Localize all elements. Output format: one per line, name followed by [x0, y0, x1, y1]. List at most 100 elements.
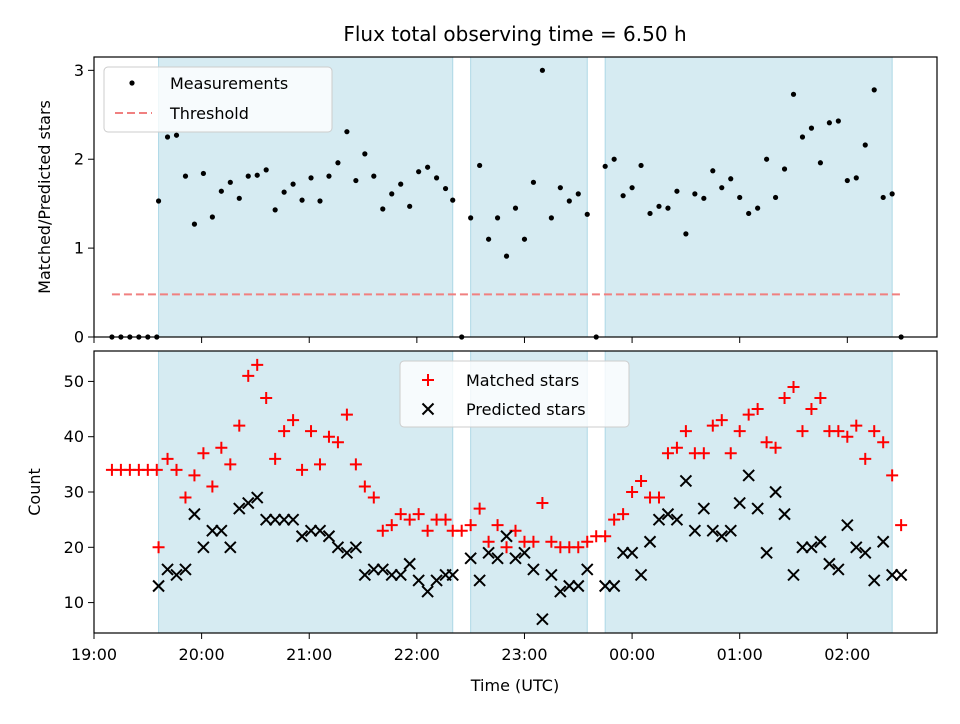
predicted-point	[841, 518, 854, 532]
matched-point	[652, 491, 665, 504]
matched-point	[340, 408, 353, 421]
predicted-point	[259, 513, 273, 526]
predicted-point	[197, 541, 210, 554]
matched-point	[706, 419, 719, 432]
x-tick-label: 02:00	[824, 645, 870, 664]
predicted-point	[742, 469, 755, 482]
measurement-point	[371, 173, 377, 179]
matched-point	[385, 519, 398, 532]
measurement-point	[191, 221, 198, 227]
measurement-point	[665, 205, 671, 211]
measurement-point	[416, 169, 422, 175]
measurement-point	[468, 215, 474, 221]
y-tick-label: 50	[64, 372, 84, 391]
predicted-point	[464, 552, 477, 565]
measurement-point	[584, 211, 590, 217]
measurement-point	[200, 170, 207, 177]
measurement-point	[862, 142, 868, 148]
y-tick-label: 30	[64, 483, 84, 502]
measurement-point	[889, 191, 895, 197]
matched-point	[877, 436, 890, 449]
predicted-point	[394, 568, 407, 582]
matched-point	[724, 447, 737, 460]
matched-point	[313, 458, 326, 471]
matched-point	[572, 541, 585, 554]
predicted-point	[430, 574, 443, 587]
predicted-point	[581, 563, 594, 576]
matched-point	[886, 469, 899, 482]
measurement-point	[781, 166, 788, 172]
measurement-point	[254, 172, 260, 178]
measurement-point	[530, 179, 537, 185]
y-tick-label: 10	[64, 593, 84, 612]
predicted-point	[367, 563, 381, 576]
matched-point	[455, 524, 468, 537]
matched-point	[188, 469, 201, 482]
legend-label-threshold: Threshold	[169, 104, 249, 123]
predicted-point	[769, 485, 782, 499]
measurement-point	[155, 198, 162, 204]
matched-point	[464, 519, 477, 532]
series-predicted-stars	[152, 469, 908, 626]
predicted-point	[349, 541, 363, 554]
matched-point	[305, 425, 318, 438]
matched-point	[661, 447, 674, 460]
measurement-point	[692, 191, 698, 197]
matched-point	[215, 441, 228, 454]
measurement-point	[629, 185, 635, 191]
measurement-point	[442, 185, 449, 192]
measurement-point	[362, 151, 368, 157]
matched-point	[805, 403, 818, 416]
predicted-point	[518, 546, 531, 560]
y-tick-label: 1	[74, 239, 84, 258]
predicted-point	[331, 541, 345, 554]
measurement-point	[728, 176, 734, 182]
measurement-point	[245, 173, 251, 179]
matched-point	[608, 513, 621, 526]
legend-marker-measurements	[129, 80, 135, 86]
matched-point	[715, 414, 728, 427]
matched-point	[482, 535, 495, 548]
matched-point	[412, 508, 425, 521]
measurement-point	[494, 215, 501, 221]
predicted-point	[286, 513, 300, 526]
y-tick-label: 0	[74, 328, 84, 347]
matched-point	[269, 452, 282, 465]
predicted-point	[295, 530, 309, 543]
predicted-point	[787, 568, 800, 582]
measurement-point	[548, 215, 554, 221]
ratio-panel: 0 1 2 3 Matched/Predicted stars Measurements T…	[35, 56, 938, 347]
measurement-point	[790, 91, 797, 97]
measurement-point	[656, 203, 662, 209]
predicted-point	[679, 474, 693, 488]
predicted-point	[607, 579, 621, 593]
measurement-point	[433, 175, 440, 181]
observing-window	[470, 56, 588, 338]
matched-point	[635, 474, 648, 487]
matched-point	[331, 436, 344, 449]
matched-point	[170, 463, 183, 476]
predicted-point	[385, 568, 398, 582]
measurement-point	[817, 160, 824, 166]
predicted-point	[376, 563, 389, 576]
matched-point	[421, 524, 434, 537]
matched-point	[242, 369, 255, 382]
measurement-point	[871, 87, 877, 93]
measurement-point	[236, 195, 242, 201]
matched-point	[796, 425, 809, 438]
predicted-point	[670, 513, 684, 526]
measurement-point	[398, 181, 404, 187]
measurement-point	[182, 173, 189, 179]
predicted-point	[661, 507, 675, 521]
predicted-point	[706, 524, 720, 537]
matched-point	[670, 441, 683, 454]
matched-point	[197, 447, 210, 460]
series-matched-stars	[105, 358, 908, 554]
matched-point	[581, 535, 594, 548]
chart-title: Flux total observing time = 6.50 h	[343, 22, 686, 46]
measurement-point	[317, 198, 323, 204]
predicted-point	[500, 530, 513, 543]
matched-point	[545, 535, 558, 548]
x-tick-label: 23:00	[501, 645, 547, 664]
predicted-point	[509, 552, 522, 565]
